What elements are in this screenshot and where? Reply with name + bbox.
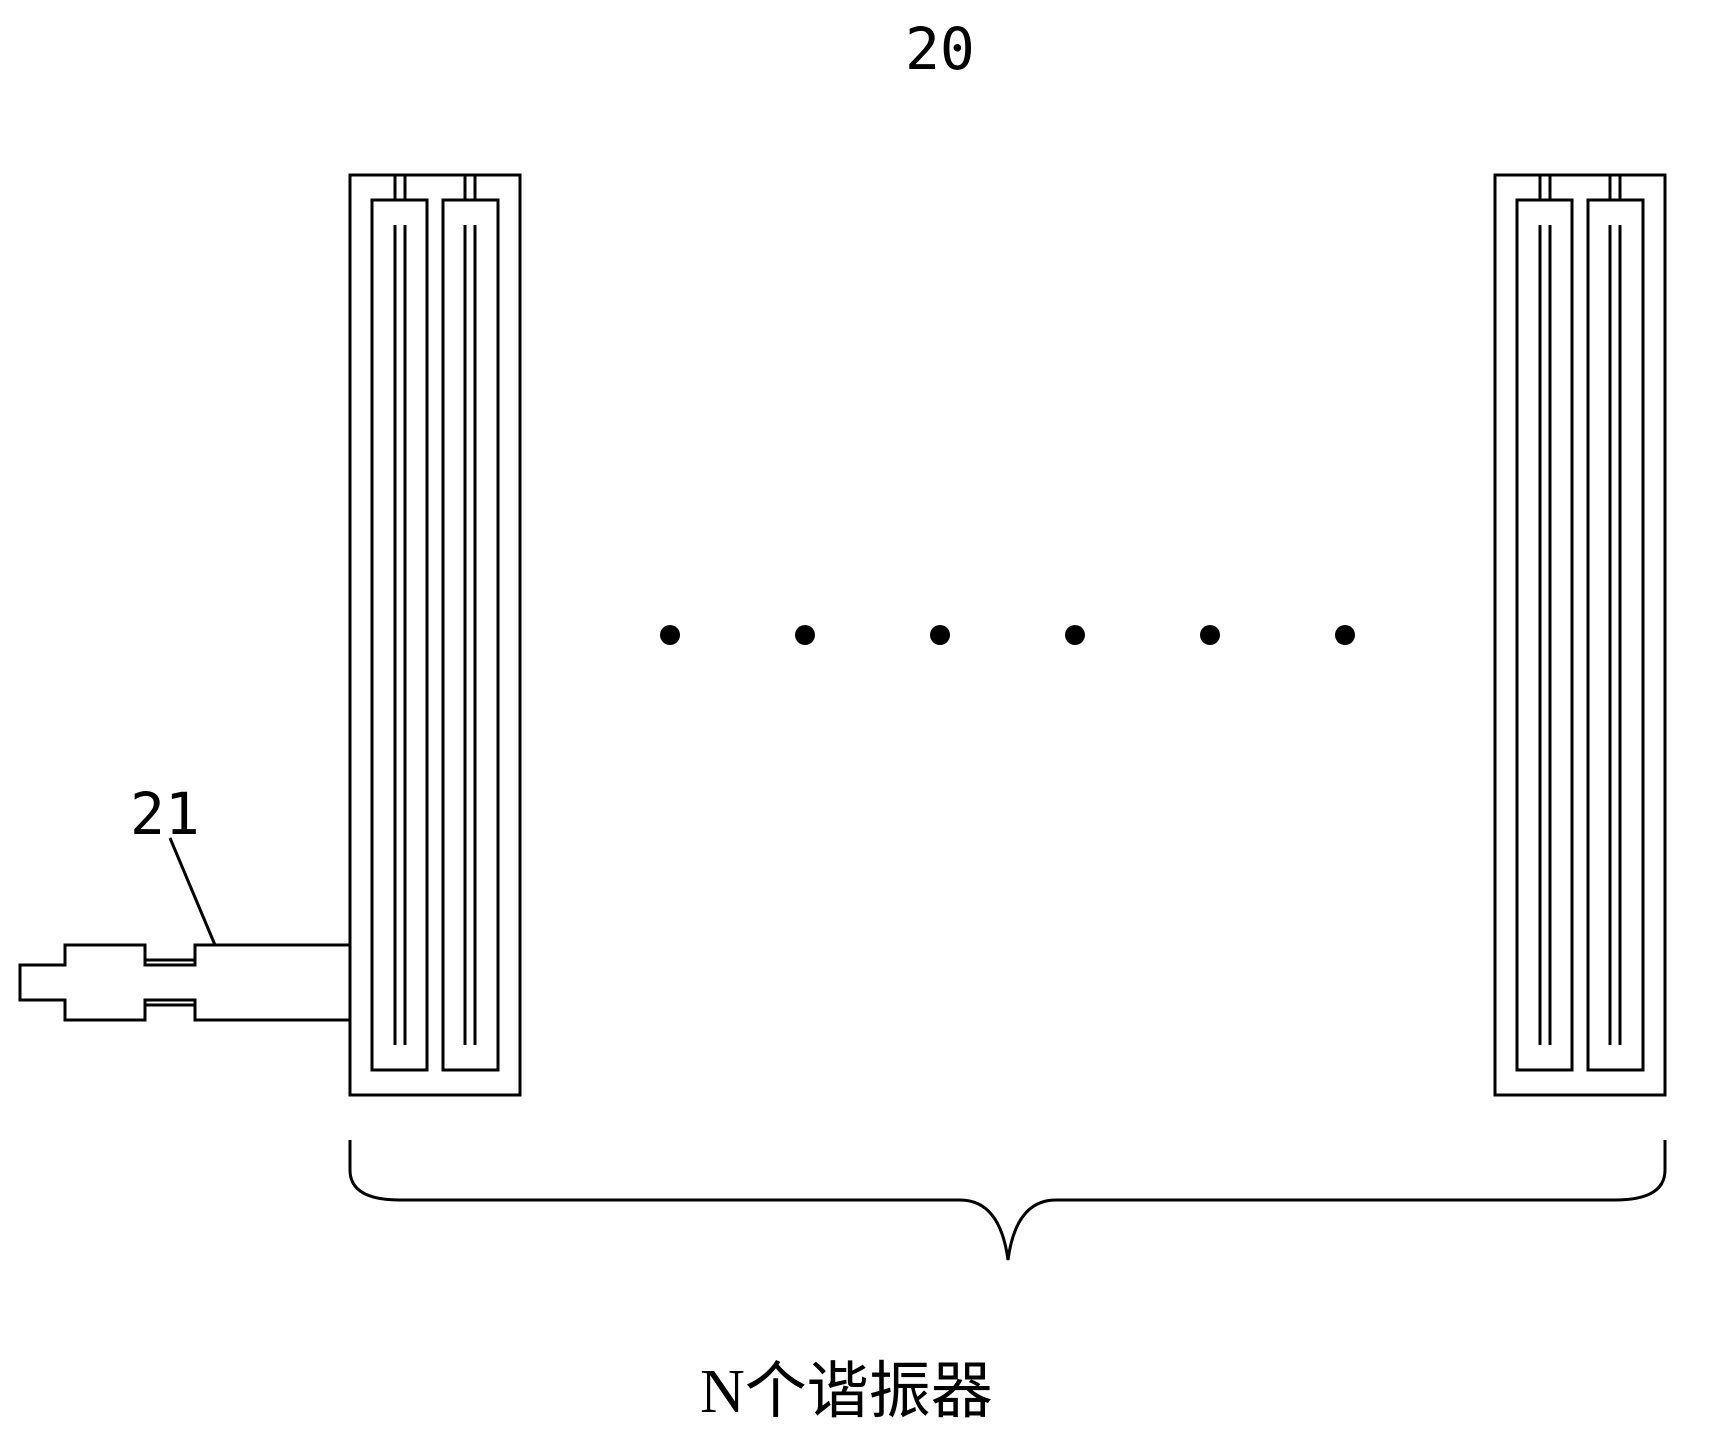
- bottom-brace: [350, 1140, 1665, 1260]
- ellipsis-dots: [660, 625, 1355, 645]
- leader-line-21: [170, 838, 215, 945]
- resonator-right: [1495, 175, 1665, 1095]
- label-21: 21: [130, 780, 200, 848]
- bottom-label: N个谐振器: [700, 1340, 993, 1430]
- diagram-container: 20 21 N个谐振器: [0, 0, 1726, 1444]
- input-port: [20, 945, 350, 1020]
- main-svg: [0, 0, 1726, 1444]
- resonator-left: [350, 175, 520, 1095]
- label-20: 20: [905, 15, 975, 83]
